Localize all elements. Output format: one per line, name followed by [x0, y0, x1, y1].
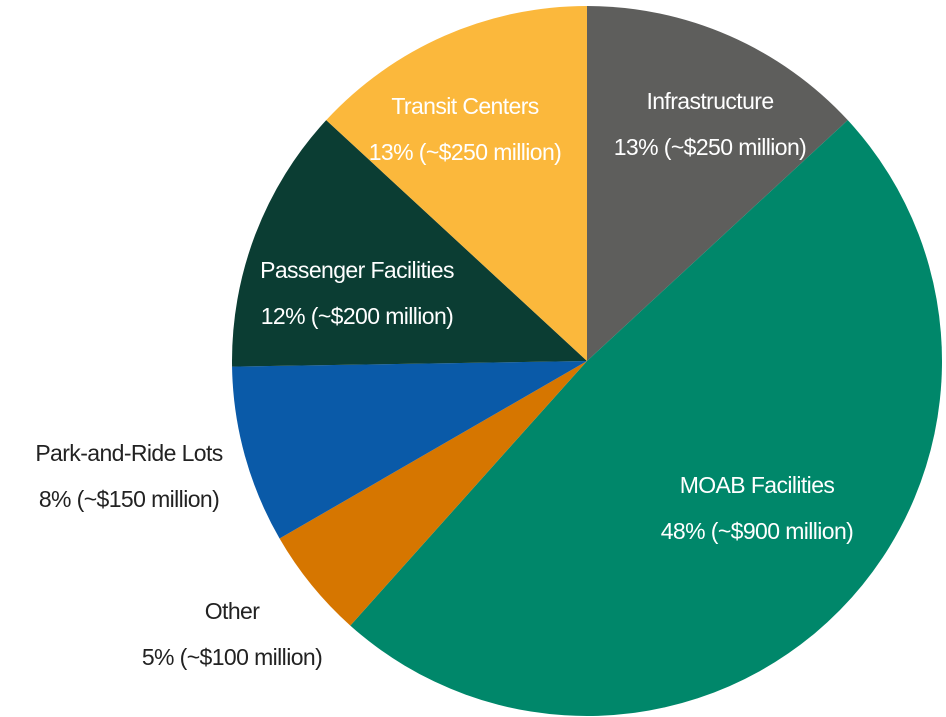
- pie-slice: [350, 120, 943, 717]
- slice-label: Passenger Facilities: [260, 257, 454, 283]
- pie-slice: [232, 120, 587, 367]
- value-label: 13% (~$250 million): [369, 139, 562, 165]
- pie-slice: [587, 6, 848, 361]
- value-label: 12% (~$200 million): [261, 303, 454, 329]
- pie-slice: [232, 361, 587, 539]
- value-label: 48% (~$900 million): [661, 518, 854, 544]
- value-label: 8% (~$150 million): [39, 486, 219, 512]
- slice-label: Infrastructure: [646, 88, 773, 114]
- slice-label: MOAB Facilities: [680, 472, 835, 498]
- value-label: 13% (~$250 million): [614, 134, 807, 160]
- value-label: 5% (~$100 million): [142, 644, 322, 670]
- slice-label: Park-and-Ride Lots: [35, 440, 222, 466]
- pie-slice: [279, 361, 587, 626]
- slice-label: Transit Centers: [391, 93, 538, 119]
- slice-label: Other: [205, 598, 260, 624]
- pie-slice: [326, 6, 587, 361]
